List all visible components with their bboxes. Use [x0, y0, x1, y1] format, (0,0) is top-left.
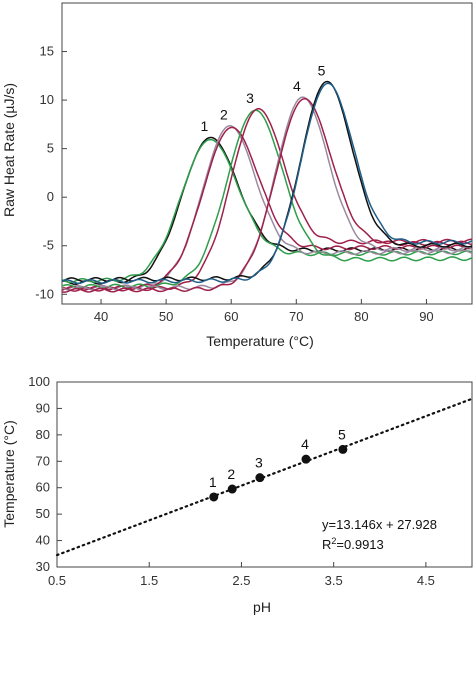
ph-y-tick-label: 90	[36, 400, 50, 415]
ph-point-labels: 1 2 3 4 5	[209, 426, 346, 490]
ph-y-ticks: 30 40 50 60 70 80 90 100	[28, 374, 62, 574]
heat-rate-curve-4	[61, 97, 473, 293]
ph-y-tick-label: 80	[36, 427, 50, 442]
ph-y-tick-label: 60	[36, 480, 50, 495]
peak-label-4: 4	[293, 78, 301, 94]
ph-data-points	[209, 444, 348, 502]
ph-point-label-5: 5	[338, 426, 346, 442]
fit-equation: y=13.146x + 27.928	[322, 517, 437, 532]
heat-rate-curve-5	[61, 80, 473, 283]
heat-rate-y-tick-label: 5	[47, 141, 54, 156]
heat-rate-x-tick-label: 90	[419, 309, 433, 324]
ph-point-label-1: 1	[209, 474, 217, 490]
heat-rate-x-tick-label: 70	[289, 309, 303, 324]
heat-rate-y-tick-label: -5	[42, 238, 54, 253]
heat-rate-x-ticks: 40 50 60 70 80 90	[94, 299, 434, 324]
heat-rate-curve-3	[61, 107, 473, 292]
heat-rate-x-tick-label: 80	[354, 309, 368, 324]
r-squared-value: =0.9913	[336, 537, 383, 552]
heat-rate-curve-3	[61, 109, 473, 289]
ph-x-tick-label: 1.5	[140, 573, 158, 588]
heat-rate-x-tick-label: 50	[159, 309, 173, 324]
ph-point-label-2: 2	[227, 466, 235, 482]
ph-y-tick-label: 70	[36, 453, 50, 468]
fit-r-squared: R2=0.9913	[322, 536, 384, 552]
ph-point-5	[338, 444, 348, 454]
heat-rate-chart: 40 50 60 70 80 90 -10 -5 0 5 10 15 12 3 4 5 Temperatu…	[1, 2, 473, 349]
ph-x-axis-label: pH	[253, 599, 271, 615]
ph-point-4	[301, 454, 311, 464]
heat-rate-x-tick-label: 40	[94, 309, 108, 324]
ph-point-2	[227, 484, 237, 494]
ph-x-ticks: 0.5 1.5 2.5 3.5 4.5	[48, 562, 435, 588]
r-squared-superscript: 2	[331, 536, 336, 546]
r-squared-r: R	[322, 537, 331, 552]
ph-point-3	[255, 473, 265, 483]
ph-x-tick-label: 0.5	[48, 573, 66, 588]
ph-y-axis-label: Temperature (°C)	[1, 420, 17, 528]
ph-y-tick-label: 50	[36, 506, 50, 521]
ph-point-1	[209, 492, 219, 502]
ph-y-tick-label: 100	[28, 374, 50, 389]
heat-rate-peak-labels: 12 3 4 5	[201, 63, 326, 134]
peak-label-2: 2	[220, 106, 228, 122]
ph-plot-frame	[56, 381, 473, 568]
peak-label-5: 5	[318, 63, 326, 79]
heat-rate-y-axis-label: Raw Heat Rate (µJ/s)	[1, 83, 17, 217]
heat-rate-x-tick-label: 60	[224, 309, 238, 324]
ph-y-tick-label: 40	[36, 533, 50, 548]
peak-label-1: 1	[201, 118, 209, 134]
ph-point-label-4: 4	[301, 436, 309, 452]
ph-y-tick-label: 30	[36, 559, 50, 574]
linear-fit-line	[55, 397, 474, 557]
heat-rate-curve-1	[61, 136, 473, 286]
heat-rate-curves	[61, 80, 473, 293]
heat-rate-curve-5	[61, 82, 473, 285]
ph-x-tick-label: 4.5	[417, 573, 435, 588]
peak-label-3: 3	[246, 90, 254, 106]
heat-rate-y-ticks: -10 -5 0 5 10 15	[35, 44, 67, 301]
heat-rate-y-tick-label: 10	[40, 92, 54, 107]
heat-rate-x-axis-label: Temperature (°C)	[206, 333, 314, 349]
heat-rate-y-tick-label: 15	[40, 44, 54, 59]
heat-rate-y-tick-label: 0	[47, 189, 54, 204]
ph-x-tick-label: 2.5	[232, 573, 250, 588]
ph-point-label-3: 3	[255, 455, 263, 471]
ph-x-tick-label: 3.5	[325, 573, 343, 588]
heat-rate-y-tick-label: -10	[35, 286, 54, 301]
